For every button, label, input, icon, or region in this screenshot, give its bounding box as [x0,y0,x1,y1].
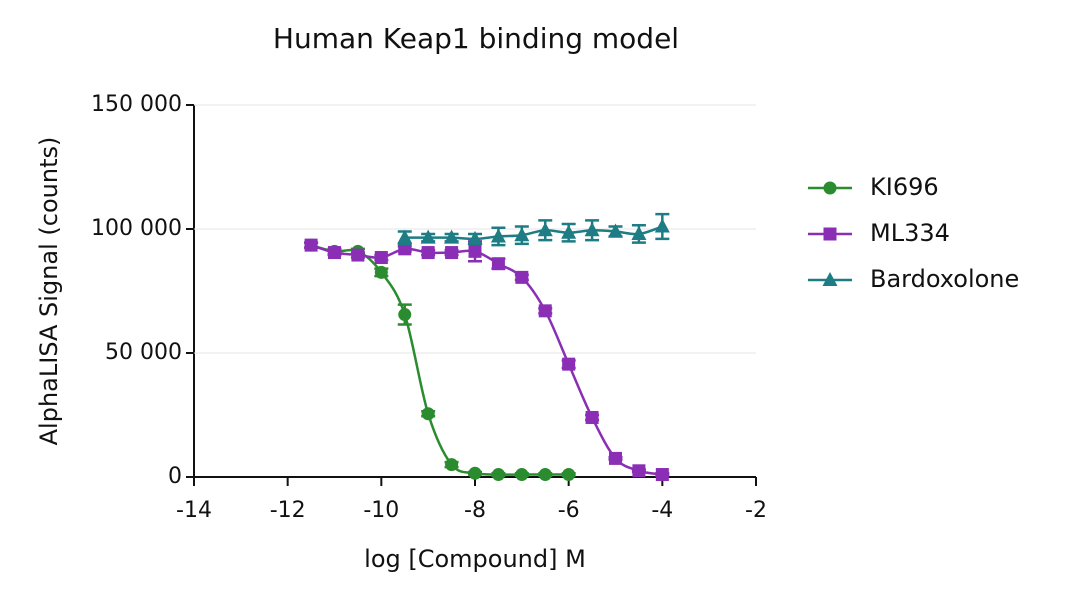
legend-marker [822,272,838,286]
marker [490,228,506,243]
marker [515,270,529,284]
marker [631,225,647,240]
legend-marker [823,181,837,195]
marker [374,265,388,279]
legend-label: Bardoxolone [870,265,1019,293]
marker [304,238,318,252]
x-tick-label: -14 [176,498,212,523]
marker [421,246,435,260]
legend-marker [823,227,837,241]
x-tick-label: -2 [745,498,767,523]
fit-line [404,225,663,241]
marker [655,468,669,482]
x-tick-label: -12 [270,498,306,523]
marker [538,304,552,318]
x-tick-label: -6 [558,498,580,523]
marker [584,222,600,237]
marker [445,458,459,472]
y-tick-label: 100 000 [91,216,182,241]
marker [515,468,529,482]
x-tick-label: -10 [363,498,399,523]
marker [491,257,505,271]
marker [537,222,553,237]
fit-line [310,243,663,476]
marker [654,218,670,233]
marker [514,227,530,242]
marker [374,251,388,265]
marker [351,248,365,262]
legend-label: KI696 [870,173,939,201]
x-tick-label: -8 [464,498,486,523]
x-tick-label: -4 [651,498,673,523]
marker [491,468,505,482]
marker [420,229,436,244]
x-axis-title: log [Compound] M [364,545,586,573]
fit-line [310,243,569,476]
chart-title: Human Keap1 binding model [273,22,679,55]
marker [609,451,622,465]
marker [467,230,483,245]
marker [585,410,599,424]
marker [445,246,459,260]
marker [608,223,623,238]
y-tick-label: 50 000 [105,340,182,365]
marker [397,229,413,244]
marker [421,407,435,421]
marker [398,308,412,322]
y-tick-label: 0 [168,464,182,489]
marker [562,357,576,371]
marker [444,229,460,244]
marker [328,246,341,260]
marker [632,464,646,478]
legend-label: ML334 [870,219,950,247]
marker [398,242,412,256]
y-axis-title: AlphaLISA Signal (counts) [35,137,63,446]
marker [538,468,552,482]
marker [561,224,577,239]
y-tick-label: 150 000 [91,92,182,117]
marker [468,244,482,258]
marker [468,466,482,480]
marker [562,468,576,482]
